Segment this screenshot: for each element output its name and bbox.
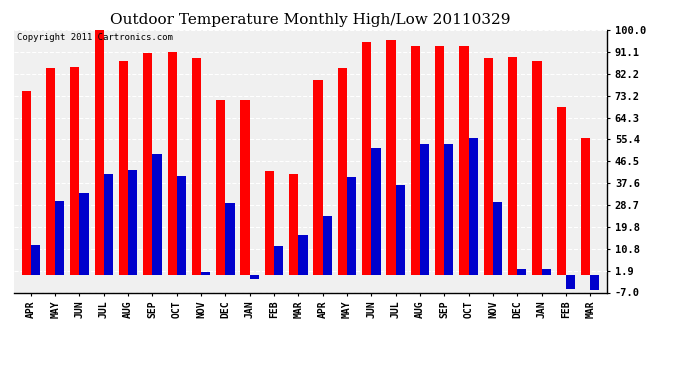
Bar [581,138,590,275]
Bar [362,42,371,275]
Bar [566,275,575,289]
Bar [347,177,356,275]
Bar [469,138,477,275]
Bar [55,201,64,275]
Bar [542,269,551,275]
Bar [395,184,405,275]
Bar [557,107,566,275]
Title: Outdoor Temperature Monthly High/Low 20110329: Outdoor Temperature Monthly High/Low 201… [110,13,511,27]
Bar [21,92,31,275]
Bar [177,176,186,275]
Bar [518,269,526,275]
Bar [371,148,381,275]
Bar [298,235,308,275]
Bar [274,246,284,275]
Bar [469,138,477,275]
Bar [152,154,161,275]
Bar [289,174,298,275]
Bar [70,67,79,275]
Bar [362,42,371,275]
Bar [119,61,128,275]
Bar [55,201,64,275]
Bar [31,244,40,275]
Bar [444,144,453,275]
Bar [590,275,600,290]
Bar [46,68,55,275]
Bar [216,100,226,275]
Bar [240,100,250,275]
Bar [128,170,137,275]
Bar [79,193,89,275]
Bar [371,148,381,275]
Bar [347,177,356,275]
Bar [168,52,177,275]
Bar [323,216,332,275]
Bar [590,275,600,290]
Bar [240,100,250,275]
Bar [265,171,274,275]
Bar [201,272,210,275]
Bar [192,58,201,275]
Bar [460,46,469,275]
Bar [484,58,493,275]
Bar [337,68,347,275]
Bar [250,275,259,279]
Bar [484,58,493,275]
Bar [104,174,113,275]
Bar [70,67,79,275]
Bar [95,25,103,275]
Bar [337,68,347,275]
Bar [313,80,323,275]
Bar [298,235,308,275]
Bar [460,46,469,275]
Bar [581,138,590,275]
Bar [95,25,103,275]
Bar [420,144,429,275]
Bar [177,176,186,275]
Bar [493,202,502,275]
Bar [226,203,235,275]
Bar [313,80,323,275]
Bar [250,275,259,279]
Bar [518,269,526,275]
Bar [144,53,152,275]
Bar [532,61,542,275]
Bar [168,52,177,275]
Bar [46,68,55,275]
Bar [508,57,518,275]
Bar [323,216,332,275]
Bar [79,193,89,275]
Bar [31,244,40,275]
Text: Copyright 2011 Cartronics.com: Copyright 2011 Cartronics.com [17,33,172,42]
Bar [274,246,284,275]
Bar [435,46,444,275]
Bar [21,92,31,275]
Bar [289,174,298,275]
Bar [119,61,128,275]
Bar [420,144,429,275]
Bar [444,144,453,275]
Bar [557,107,566,275]
Bar [201,272,210,275]
Bar [144,53,152,275]
Bar [435,46,444,275]
Bar [152,154,161,275]
Bar [216,100,226,275]
Bar [411,46,420,275]
Bar [542,269,551,275]
Bar [532,61,542,275]
Bar [192,58,201,275]
Bar [128,170,137,275]
Bar [386,40,395,275]
Bar [493,202,502,275]
Bar [226,203,235,275]
Bar [265,171,274,275]
Bar [104,174,113,275]
Bar [395,184,405,275]
Bar [508,57,518,275]
Bar [566,275,575,289]
Bar [386,40,395,275]
Bar [411,46,420,275]
